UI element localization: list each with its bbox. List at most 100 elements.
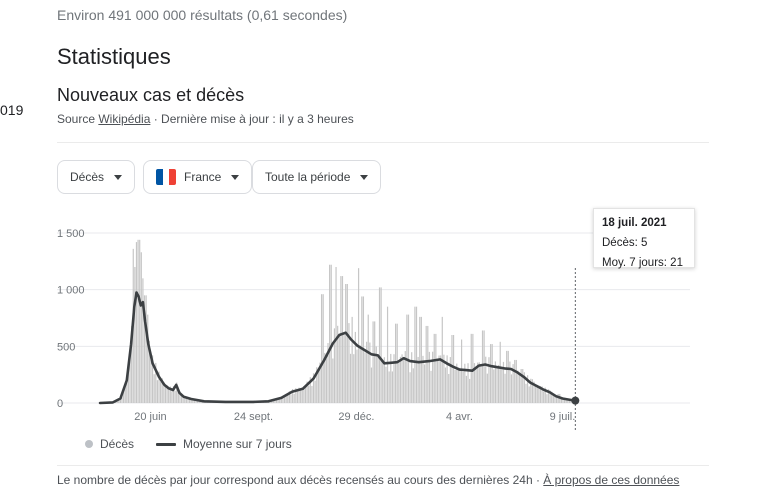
death-bar: [330, 264, 332, 403]
death-bar: [544, 387, 546, 403]
death-bar: [320, 294, 323, 403]
death-bar: [329, 264, 331, 403]
death-bar: [295, 388, 297, 403]
death-bar: [475, 368, 477, 403]
france-flag-icon: [156, 169, 176, 185]
death-bar: [338, 335, 340, 403]
death-bar: [180, 395, 183, 403]
death-bar: [290, 394, 292, 403]
death-bar: [446, 355, 448, 403]
death-bar: [137, 239, 139, 403]
death-bar: [187, 397, 189, 403]
death-bar: [522, 369, 524, 403]
death-bar: [340, 276, 342, 403]
death-bar: [300, 389, 302, 403]
death-bar: [507, 350, 509, 403]
death-bar: [353, 354, 355, 403]
left-edge-text: 019: [0, 102, 24, 118]
metric-dropdown[interactable]: Décès: [57, 160, 136, 194]
death-bar: [496, 366, 498, 403]
death-bar: [343, 332, 345, 403]
death-bar: [118, 400, 120, 403]
death-bar: [562, 397, 564, 403]
death-bar: [567, 400, 569, 403]
death-bar: [319, 362, 321, 403]
death-bar: [192, 400, 194, 403]
y-tick-label: 1 000: [57, 285, 85, 297]
death-bar: [287, 394, 289, 403]
death-bar: [427, 325, 429, 403]
death-bar: [391, 371, 393, 403]
y-tick-label: 0: [57, 398, 63, 410]
death-bar: [488, 357, 490, 403]
y-tick-label: 500: [57, 341, 75, 353]
source-link[interactable]: Wikipédia: [98, 112, 151, 126]
death-bar: [533, 381, 535, 403]
death-bar: [469, 378, 471, 403]
death-bar: [435, 333, 437, 403]
death-bar: [377, 356, 379, 403]
death-bar: [554, 394, 556, 403]
caret-down-icon: [231, 174, 240, 180]
death-bar: [193, 398, 196, 403]
death-bar: [514, 359, 516, 403]
death-bar: [428, 351, 431, 403]
death-bar: [464, 363, 466, 403]
death-bar: [351, 316, 353, 403]
death-bar: [188, 398, 191, 403]
death-bar: [430, 370, 432, 403]
source-prefix: Source: [57, 112, 99, 126]
death-bar: [129, 354, 131, 403]
about-data-link[interactable]: À propos de ces données: [543, 473, 680, 487]
death-bar: [163, 383, 165, 403]
footnote: Le nombre de décès par jour correspond a…: [57, 473, 679, 487]
death-bar: [385, 366, 387, 403]
death-bar: [539, 386, 542, 403]
country-dropdown[interactable]: France: [143, 160, 253, 194]
death-bar: [166, 385, 168, 403]
death-bar: [456, 363, 458, 403]
death-bar: [432, 351, 434, 403]
death-bar: [419, 316, 421, 403]
death-bar: [292, 389, 294, 403]
death-bar: [409, 372, 411, 403]
death-bar: [190, 398, 192, 403]
period-dropdown[interactable]: Toute la période: [252, 160, 382, 194]
death-bar: [155, 362, 157, 403]
death-bar: [407, 314, 410, 403]
death-bar: [401, 354, 403, 403]
updated-text: · Dernière mise à jour : il y a 3 heures: [150, 112, 354, 126]
death-bar: [465, 375, 468, 403]
death-bar: [184, 396, 186, 403]
footnote-text: Le nombre de décès par jour correspond a…: [57, 473, 533, 487]
death-bar: [303, 386, 305, 403]
death-bar: [293, 393, 295, 403]
death-bar: [143, 295, 146, 403]
death-bar: [304, 386, 307, 403]
death-bar: [501, 369, 503, 403]
death-bar: [457, 367, 459, 403]
death-bar: [470, 333, 472, 403]
tooltip-deaths: Décès: 5: [602, 237, 648, 249]
death-bar: [131, 325, 133, 403]
death-bar: [317, 372, 319, 403]
death-bar: [403, 359, 405, 403]
death-bar: [444, 367, 447, 403]
death-bar: [316, 367, 318, 403]
death-bar: [494, 361, 496, 403]
death-bar: [460, 339, 463, 403]
death-bar: [478, 362, 480, 403]
death-bar: [364, 352, 366, 403]
death-bar: [279, 398, 281, 403]
death-bar: [531, 379, 534, 403]
death-bar: [168, 388, 170, 403]
death-bar: [481, 330, 484, 403]
death-bar: [480, 364, 482, 403]
x-tick-label: 4 avr.: [446, 411, 473, 423]
flag-stripe-blue: [156, 169, 163, 185]
death-bar: [404, 351, 406, 403]
death-bar: [506, 350, 508, 403]
death-bar: [551, 391, 553, 403]
death-bar: [417, 356, 419, 403]
